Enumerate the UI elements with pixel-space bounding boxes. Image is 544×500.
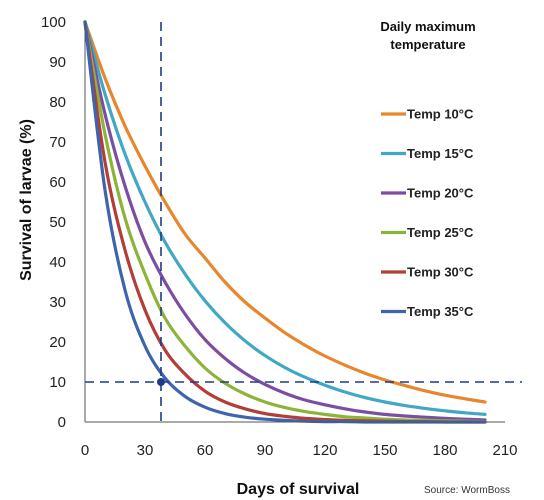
legend-item: Temp 25°C	[381, 225, 474, 240]
x-tick-label: 180	[432, 442, 457, 459]
legend-item: Temp 15°C	[381, 146, 474, 161]
x-tick-label: 30	[137, 442, 154, 459]
y-tick-labels: 0 10 20 30 40 50 60 70 80 90 100	[41, 14, 66, 431]
legend-label: Temp 20°C	[407, 186, 474, 201]
x-tick-label: 210	[492, 442, 517, 459]
legend-item: Temp 35°C	[381, 304, 474, 319]
x-axis-title: Days of survival	[237, 481, 360, 498]
y-tick-label: 20	[49, 334, 66, 351]
legend-item: Temp 30°C	[381, 265, 474, 280]
legend-label: Temp 35°C	[407, 304, 474, 319]
intersection-marker	[157, 378, 165, 386]
legend-title-line1: Daily maximum	[380, 19, 475, 34]
legend-label: Temp 30°C	[407, 265, 474, 280]
series-line-2	[83, 20, 487, 416]
x-tick-labels: 0 30 60 90 120 150 180 210	[81, 442, 518, 459]
legend-title-line2: temperature	[390, 37, 465, 52]
x-tick-label: 150	[372, 442, 397, 459]
y-tick-label: 30	[49, 294, 66, 311]
legend: Temp 10°C Temp 15°C Temp 20°C Temp 25°C Temp…	[381, 107, 474, 319]
series-line-1	[83, 20, 487, 404]
legend-label: Temp 10°C	[407, 107, 474, 122]
y-tick-label: 70	[49, 134, 66, 151]
y-axis-title: Survival of larvae (%)	[18, 119, 35, 281]
legend-item: Temp 10°C	[381, 107, 474, 122]
x-tick-label: 60	[197, 442, 214, 459]
x-tick-label: 90	[257, 442, 274, 459]
legend-label: Temp 25°C	[407, 225, 474, 240]
y-tick-label: 40	[49, 254, 66, 271]
y-tick-label: 50	[49, 214, 66, 231]
source-note: Source: WormBoss	[424, 485, 510, 496]
series-line-4	[83, 20, 487, 424]
series-line-3	[83, 20, 487, 422]
x-tick-label: 0	[81, 442, 89, 459]
y-tick-label: 0	[58, 414, 66, 431]
series-line-6	[83, 20, 487, 424]
x-tick-label: 120	[312, 442, 337, 459]
legend-label: Temp 15°C	[407, 146, 474, 161]
y-tick-label: 80	[49, 94, 66, 111]
y-tick-label: 10	[49, 374, 66, 391]
axes	[84, 22, 505, 423]
reference-lines	[85, 22, 522, 422]
y-tick-label: 60	[49, 174, 66, 191]
y-tick-label: 100	[41, 14, 66, 31]
y-tick-label: 90	[49, 54, 66, 71]
legend-item: Temp 20°C	[381, 186, 474, 201]
series-lines	[83, 20, 487, 424]
series-line-5	[83, 20, 487, 424]
